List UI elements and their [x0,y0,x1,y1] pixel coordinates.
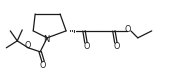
Text: O: O [83,42,90,51]
Text: O: O [124,25,131,34]
Text: O: O [24,41,31,50]
Text: O: O [113,42,120,51]
Text: O: O [40,61,46,70]
Text: N: N [43,35,49,44]
